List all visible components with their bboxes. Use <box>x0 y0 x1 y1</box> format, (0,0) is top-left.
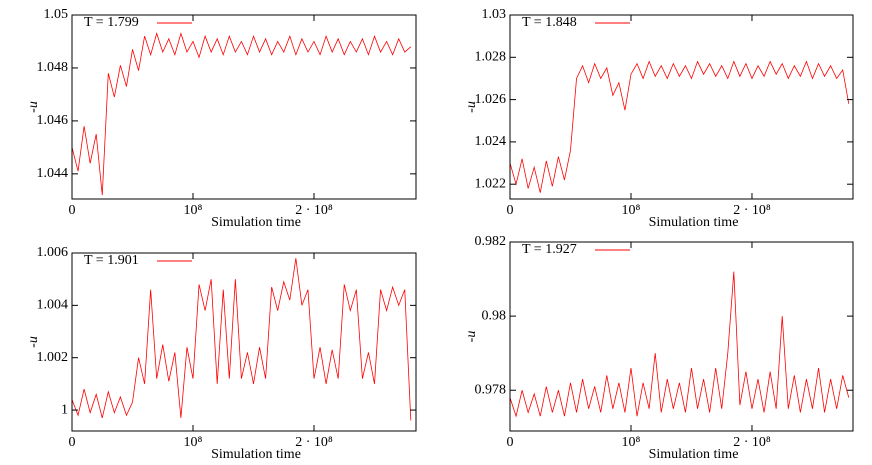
data-line <box>72 258 412 421</box>
legend-label: T = 1.927 <box>522 242 577 257</box>
y-tick-label: 1.022 <box>475 176 507 191</box>
y-tick-label: 1.048 <box>37 60 69 75</box>
y-tick-label: 0.982 <box>475 234 507 249</box>
y-tick-label: 1.03 <box>482 7 507 22</box>
x-tick-label: 10⁸ <box>184 435 203 450</box>
legend-label: T = 1.799 <box>84 15 139 30</box>
x-tick-label: 0 <box>69 203 76 218</box>
x-axis-label: Simulation time <box>211 447 301 462</box>
y-axis-label: -u <box>464 331 479 343</box>
x-tick-label: 2 · 10⁸ <box>295 203 333 218</box>
data-line <box>510 271 850 418</box>
plot-frame <box>71 252 417 432</box>
x-tick-label: 2 · 10⁸ <box>733 203 771 218</box>
y-tick-label: 1.024 <box>475 134 507 149</box>
data-line <box>510 60 850 193</box>
x-tick-label: 0 <box>69 435 76 450</box>
x-tick-label: 2 · 10⁸ <box>295 435 333 450</box>
y-tick-label: 1 <box>61 402 68 417</box>
x-tick-label: 10⁸ <box>184 203 203 218</box>
y-tick-label: 1.026 <box>475 92 507 107</box>
x-tick-label: 10⁸ <box>622 435 641 450</box>
y-tick-label: 1.006 <box>37 245 69 260</box>
plot-frame <box>71 14 417 200</box>
y-tick-label: 1.028 <box>475 50 507 65</box>
y-tick-label: 1.05 <box>44 7 69 22</box>
x-tick-label: 2 · 10⁸ <box>733 435 771 450</box>
legend-label: T = 1.901 <box>84 253 139 268</box>
plot-frame <box>509 14 854 200</box>
y-tick-label: 1.044 <box>37 166 69 181</box>
y-axis-label: -u <box>464 101 479 113</box>
x-tick-label: 10⁸ <box>622 203 641 218</box>
y-tick-label: 0.978 <box>475 382 507 397</box>
y-axis-label: -u <box>26 336 41 348</box>
x-axis-label: Simulation time <box>649 447 739 462</box>
y-tick-label: 1.004 <box>37 298 69 313</box>
x-tick-label: 0 <box>507 435 514 450</box>
x-axis-label: Simulation time <box>211 215 301 230</box>
y-tick-label: 1.002 <box>37 350 69 365</box>
x-axis-label: Simulation time <box>649 215 739 230</box>
y-tick-label: 1.046 <box>37 113 69 128</box>
plot-frame <box>509 241 854 432</box>
x-tick-label: 0 <box>507 203 514 218</box>
legend-label: T = 1.848 <box>522 15 577 30</box>
y-axis-label: -u <box>26 101 41 113</box>
data-line <box>72 32 412 196</box>
y-tick-label: 0.98 <box>482 308 507 323</box>
